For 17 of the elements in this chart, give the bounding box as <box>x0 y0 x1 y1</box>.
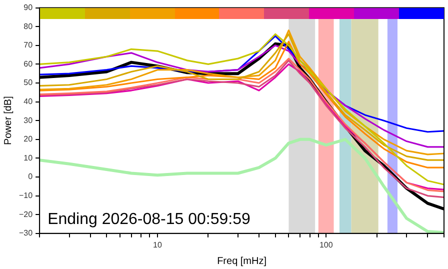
y-tick-label: 30 <box>24 116 34 125</box>
y-tick-label: 0 <box>28 172 34 182</box>
y-tick-label: 70 <box>24 40 34 50</box>
y-axis-title: Power [dB] <box>2 96 14 146</box>
y-tick-label: 20 <box>24 134 34 144</box>
y-tick-label: 80 <box>24 22 34 31</box>
y-tick-label: 40 <box>24 97 34 106</box>
annotation: Ending 2026-08-15 00:59:59 <box>48 210 251 228</box>
y-tick-label: 90 <box>24 3 34 12</box>
y-tick-label: 10 <box>24 153 34 162</box>
x-axis-title: Freq [mHz] <box>217 256 267 267</box>
x-tick-label: 100 <box>319 240 334 250</box>
y-tick-label: −10 <box>18 191 34 200</box>
y-tick-label: −30 <box>18 228 34 238</box>
y-tick-label: 50 <box>24 78 34 88</box>
y-tick-label: −20 <box>18 210 34 219</box>
y-tick-label: 60 <box>24 59 34 68</box>
